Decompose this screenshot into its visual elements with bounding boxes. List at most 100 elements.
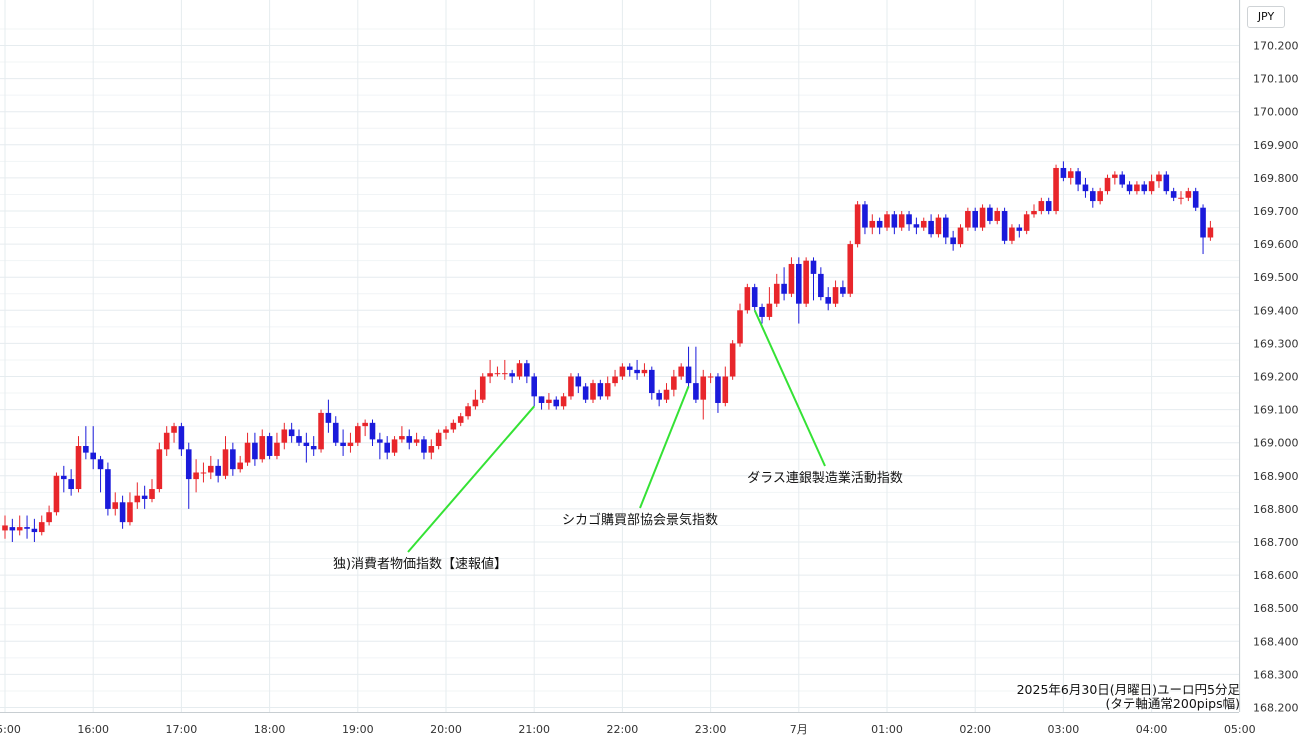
candle-body <box>722 376 729 403</box>
candle-body <box>310 446 317 450</box>
y-tick-label: 168.500 <box>1253 602 1299 615</box>
y-tick-label: 169.100 <box>1253 404 1299 417</box>
y-tick-label: 168.400 <box>1253 635 1299 648</box>
candle-body <box>435 432 442 447</box>
candle-body <box>1053 167 1059 211</box>
candle-body <box>1097 191 1103 202</box>
candle-body <box>906 214 912 225</box>
candle-body <box>494 373 501 375</box>
y-tick-label: 169.900 <box>1253 139 1299 152</box>
x-tick-label: 17:00 <box>166 723 198 736</box>
candle-body <box>1148 181 1155 192</box>
candle-body <box>332 422 339 443</box>
candle-body <box>759 306 765 317</box>
candle-body <box>112 502 119 509</box>
chart-grid <box>0 0 1241 712</box>
candle-body <box>406 436 413 443</box>
candle-body <box>325 412 332 423</box>
candle-body <box>1031 211 1037 215</box>
candle-body <box>200 472 207 474</box>
candle-body <box>781 283 787 294</box>
candle-body <box>612 376 618 384</box>
candle-body <box>185 449 192 480</box>
candle-body <box>671 376 677 390</box>
candle-body <box>1009 227 1015 241</box>
candle-body <box>979 207 986 228</box>
candle-body <box>1119 174 1125 185</box>
y-tick-label: 169.200 <box>1253 371 1299 384</box>
candle-body <box>46 512 52 523</box>
candle-body <box>1016 227 1023 231</box>
candle-body <box>1090 191 1096 202</box>
candle-body <box>266 436 273 456</box>
currency-button[interactable]: JPY <box>1247 6 1285 28</box>
candle-body <box>384 442 390 453</box>
candle-body <box>31 528 38 533</box>
x-tick-label: 04:00 <box>1136 723 1168 736</box>
x-tick-label: 20:00 <box>430 723 462 736</box>
candle-body <box>502 373 508 375</box>
candle-body <box>531 376 537 397</box>
candle-body <box>744 287 751 311</box>
x-tick-label: 19:00 <box>342 723 374 736</box>
y-tick-label: 169.800 <box>1253 172 1299 185</box>
candle-body <box>766 303 773 317</box>
candle-body <box>590 383 596 400</box>
candle-body <box>259 436 266 460</box>
annotation-label: 独)消費者物価指数【速報値】 <box>333 556 507 572</box>
x-tick-label: 22:00 <box>607 723 639 736</box>
candle-body <box>1104 177 1111 192</box>
candle-body <box>810 260 817 274</box>
candle-body <box>729 343 736 377</box>
candle-body <box>193 472 199 480</box>
candle-body <box>1001 211 1008 241</box>
candle-body <box>487 373 493 377</box>
candle-body <box>208 465 214 473</box>
candle-body <box>619 366 626 377</box>
annotation-leader <box>639 386 690 509</box>
candle-body <box>597 383 604 397</box>
y-tick-label: 169.500 <box>1253 271 1299 284</box>
candle-body <box>1178 197 1184 199</box>
y-tick-label: 169.000 <box>1253 437 1299 450</box>
candle-body <box>296 436 302 443</box>
candle-body <box>288 429 295 437</box>
candle-body <box>685 366 692 384</box>
candle-body <box>656 393 662 400</box>
candle-body <box>663 389 670 400</box>
candle-body <box>1067 171 1074 178</box>
candle-body <box>568 376 574 397</box>
candle-body <box>222 449 229 476</box>
candle-body <box>641 369 648 374</box>
candle-body <box>994 211 1001 221</box>
candle-body <box>913 224 920 228</box>
candle-body <box>97 459 104 470</box>
candle-body <box>626 366 633 370</box>
candle-body <box>1163 174 1170 192</box>
y-tick-label: 168.600 <box>1253 569 1299 582</box>
candle-body <box>943 217 949 238</box>
candle-body <box>362 422 368 427</box>
candle-body <box>355 426 361 443</box>
candle-body <box>178 426 185 450</box>
candle-body <box>61 475 67 480</box>
candle-body <box>957 227 964 245</box>
candle-body <box>715 376 721 403</box>
candle-body <box>847 244 854 294</box>
candle-body <box>987 207 993 221</box>
candle-body <box>1134 184 1140 192</box>
y-tick-label: 169.700 <box>1253 205 1299 218</box>
candle-body <box>693 383 699 400</box>
candle-body <box>869 220 876 228</box>
candle-body <box>391 439 398 453</box>
candle-body <box>1185 191 1192 198</box>
candle-body <box>303 442 310 447</box>
y-axis: 170.200 170.100 170.000 169.900 169.800 169.7… <box>1239 0 1299 715</box>
candle-body <box>465 406 471 417</box>
candle-body <box>854 204 861 245</box>
candle-body <box>399 436 405 440</box>
candle-body <box>832 287 839 304</box>
y-tick-label: 168.800 <box>1253 503 1299 516</box>
x-tick-label: 21:00 <box>518 723 550 736</box>
